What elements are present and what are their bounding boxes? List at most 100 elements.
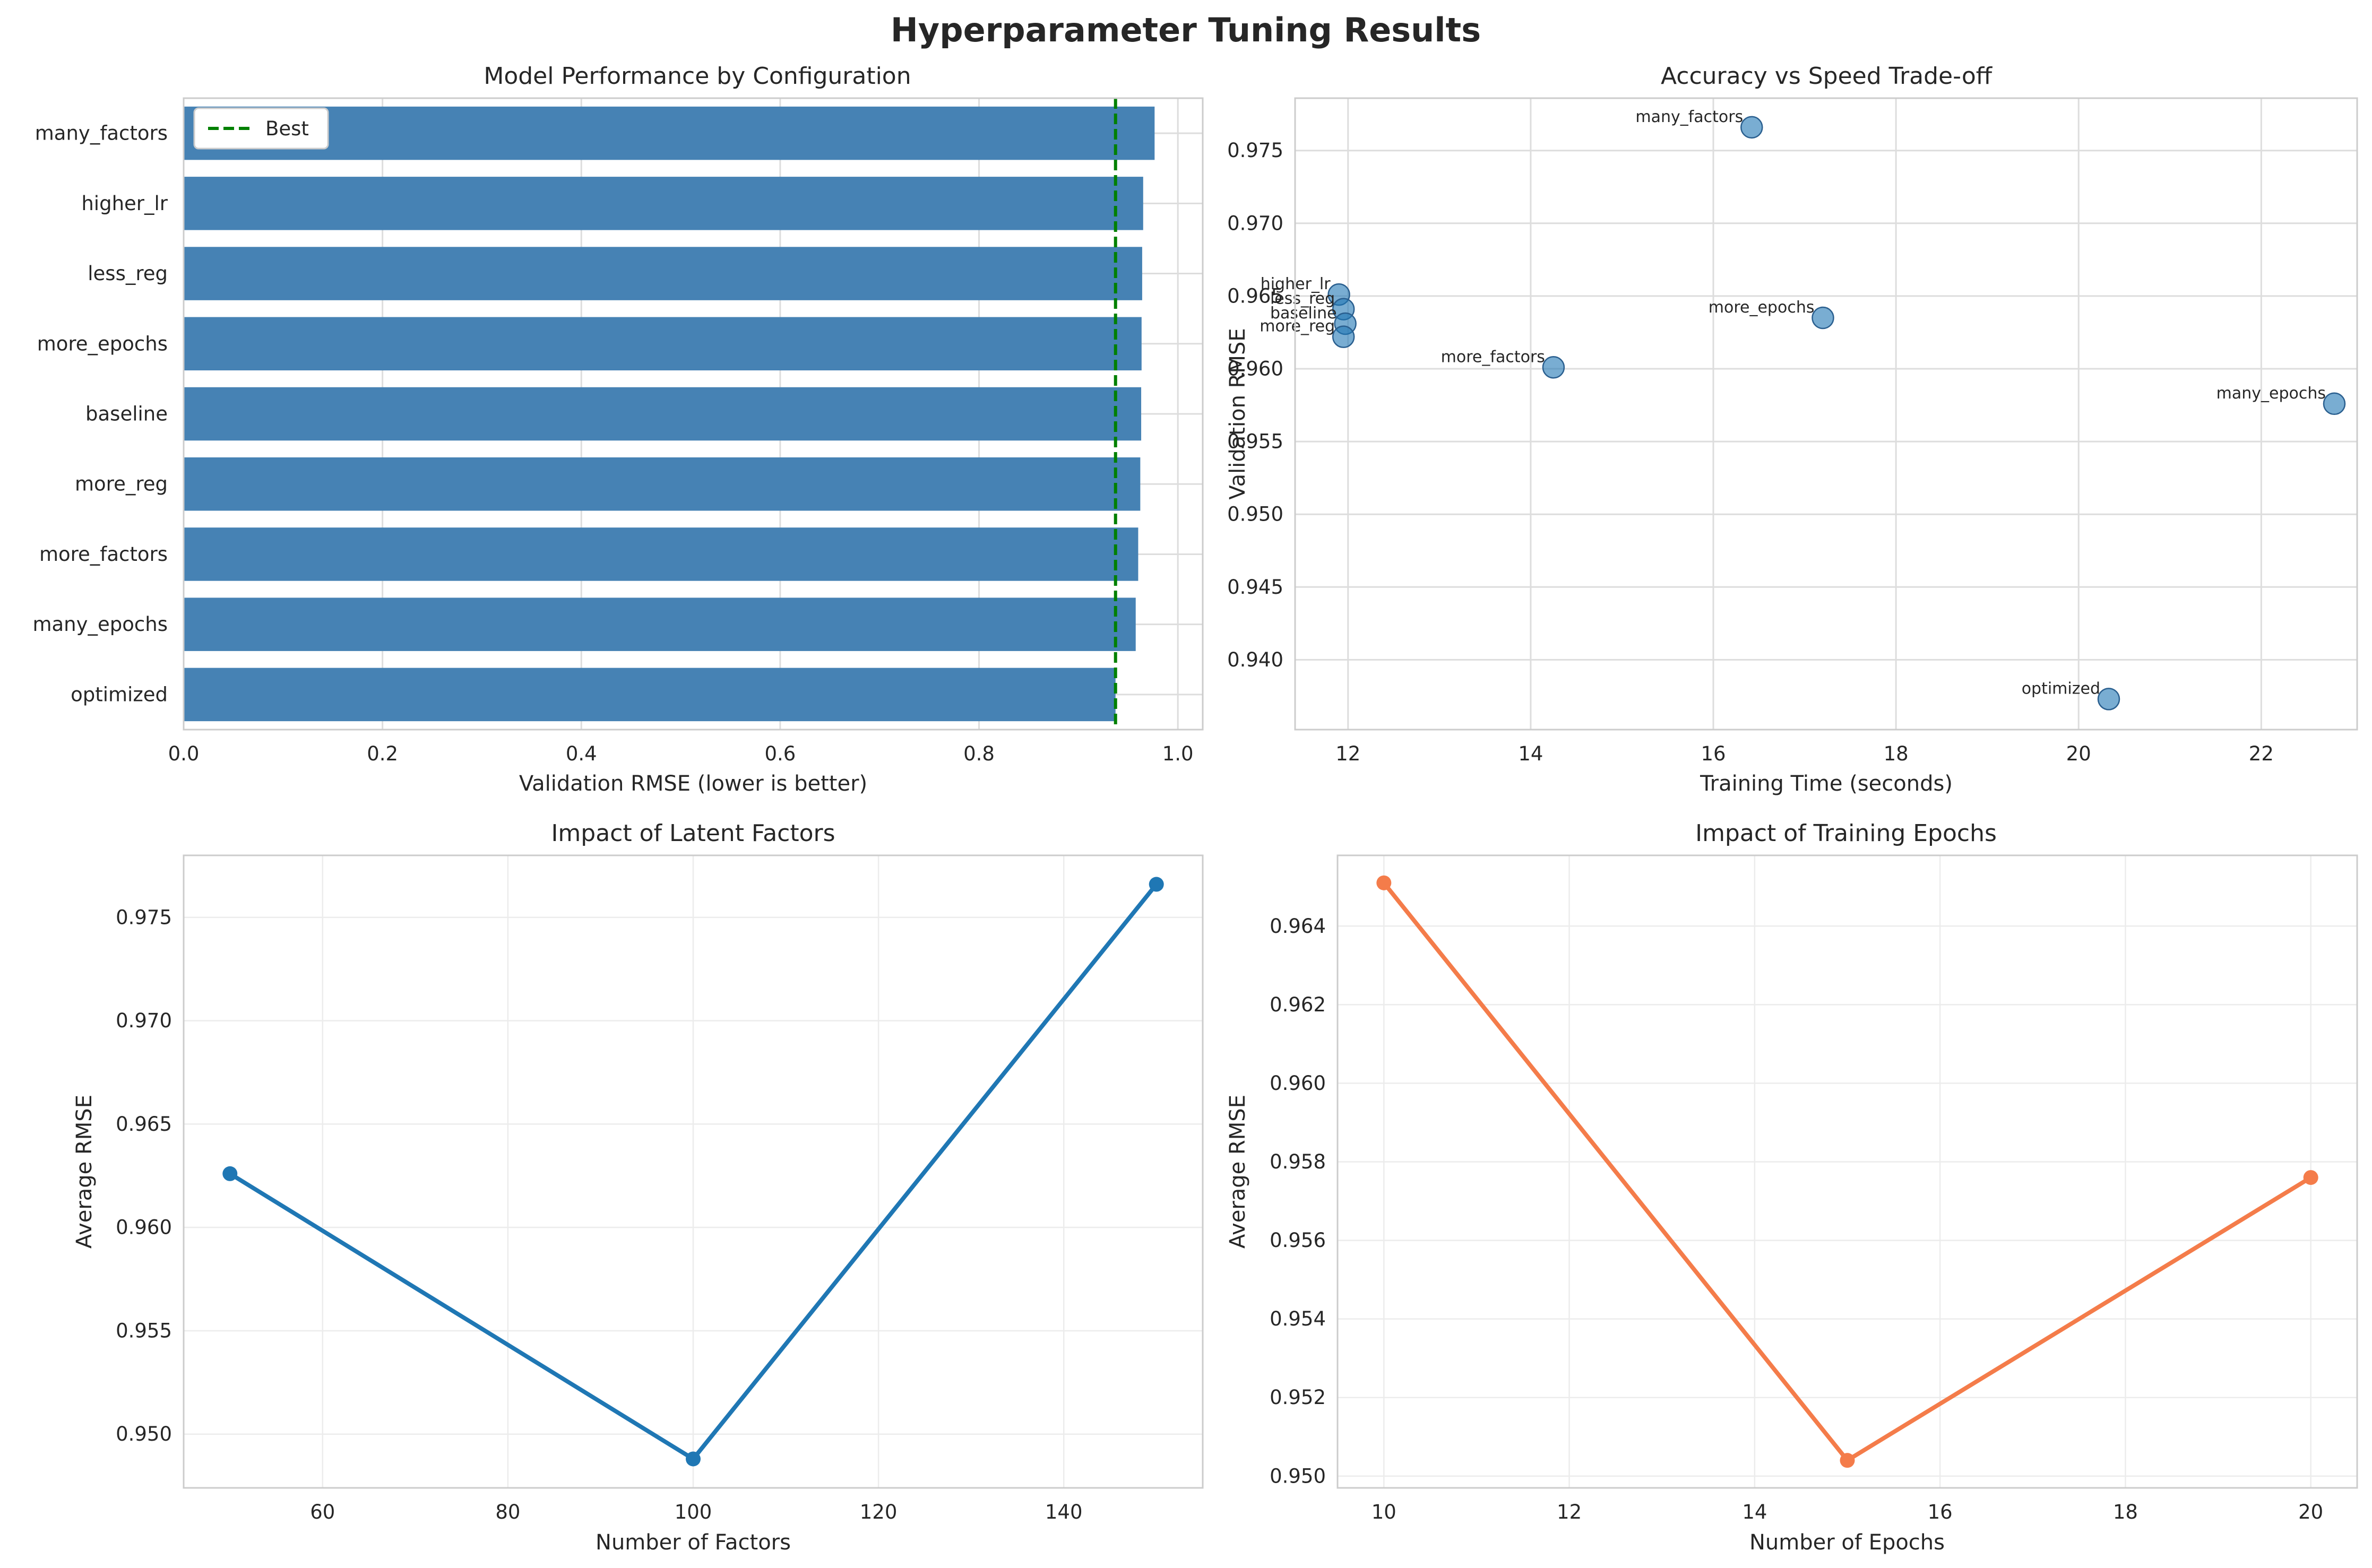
data-point (222, 1166, 238, 1181)
point-label-more-reg: more_reg (1260, 317, 1335, 336)
y-tick-label: 0.954 (1270, 1307, 1326, 1330)
point-label-more-epochs: more_epochs (1709, 298, 1815, 317)
data-point (2303, 1170, 2318, 1185)
point-more-reg (1332, 325, 1355, 348)
epochs-y-ticks: 0.950 0.952 0.954 0.956 0.958 0.960 0.962 0.964 (1270, 915, 1326, 1488)
epochs-ylabel: Average RMSE (1226, 1095, 1250, 1249)
point-label-baseline: baseline (1270, 304, 1337, 323)
x-tick-label: 60 (310, 1501, 335, 1523)
x-tick-label: 10 (1372, 1501, 1396, 1523)
point-more-epochs (1812, 306, 1834, 330)
category-label: less_reg (88, 262, 168, 285)
scatter-ylabel: Validation RMSE (1226, 328, 1250, 499)
epochs-grid (1338, 855, 2357, 1488)
x-tick-label: 16 (1928, 1501, 1953, 1523)
x-tick-label: 120 (860, 1501, 898, 1523)
factors-series-points (222, 877, 1164, 1467)
factors-grid (184, 855, 1203, 1488)
scatter-x-ticks: 12 14 16 18 20 22 (1335, 742, 2274, 765)
x-tick-label: 22 (2249, 742, 2274, 765)
bar-higher-lr (184, 177, 1143, 230)
x-tick-label: 0.4 (566, 742, 597, 765)
y-tick-label: 0.958 (1270, 1150, 1326, 1173)
epochs-x-ticks: 10 12 14 16 18 20 (1372, 1501, 2323, 1523)
y-tick-label: 0.965 (1227, 284, 1283, 307)
scatter-title: Accuracy vs Speed Trade-off (1661, 63, 1993, 90)
point-more-factors (1542, 356, 1565, 379)
y-tick-label: 0.956 (1270, 1229, 1326, 1252)
y-tick-label: 0.950 (1270, 1465, 1326, 1487)
x-tick-label: 0.2 (367, 742, 398, 765)
y-tick-label: 0.970 (116, 1009, 172, 1032)
y-tick-label: 0.965 (116, 1113, 172, 1136)
x-tick-label: 16 (1701, 742, 1726, 765)
y-tick-label: 0.964 (1270, 915, 1326, 938)
category-label: higher_lr (81, 192, 168, 215)
point-many-factors (1740, 116, 1763, 139)
point-label-more-factors: more_factors (1441, 348, 1545, 366)
category-label: many_factors (35, 122, 168, 145)
x-tick-label: 0.6 (764, 742, 796, 765)
factors-x-ticks: 60 80 100 120 140 (310, 1501, 1082, 1523)
y-tick-label: 0.960 (1270, 1072, 1326, 1095)
bar-more-epochs (184, 317, 1142, 371)
x-tick-label: 12 (1557, 1501, 1582, 1523)
bar-chart-title: Model Performance by Configuration (484, 63, 911, 90)
x-tick-label: 1.0 (1162, 742, 1194, 765)
category-label: more_epochs (37, 332, 168, 355)
epochs-xlabel: Number of Epochs (1749, 1530, 1945, 1555)
bar-chart-bars (184, 106, 1155, 722)
scatter-xlabel: Training Time (seconds) (1700, 772, 1953, 796)
y-tick-label: 0.960 (116, 1216, 172, 1239)
x-tick-label: 14 (1742, 1501, 1767, 1523)
data-point (686, 1451, 701, 1467)
category-label: optimized (71, 683, 168, 706)
point-label-many-epochs: many_epochs (2216, 384, 2326, 403)
bar-chart-x-ticks: 0.0 0.2 0.4 0.6 0.8 1.0 (168, 742, 1194, 765)
x-tick-label: 80 (495, 1501, 520, 1523)
x-tick-label: 20 (2066, 742, 2091, 765)
bar-chart-category-labels: many_factors higher_lr less_reg more_epochs… (32, 122, 168, 706)
category-label: more_reg (75, 473, 168, 496)
data-point (1149, 877, 1164, 892)
point-many-epochs (2323, 392, 2346, 415)
category-label: baseline (85, 403, 168, 426)
scatter-point-labels: many_factorshigher_lrless_regbaselinemor… (1260, 108, 2326, 698)
epochs-frame (1336, 854, 2358, 1489)
x-tick-label: 18 (2113, 1501, 2138, 1523)
category-label: more_factors (39, 543, 168, 566)
factors-ylabel: Average RMSE (72, 1095, 97, 1249)
x-tick-label: 14 (1518, 742, 1543, 765)
y-tick-label: 0.975 (1227, 139, 1283, 162)
y-tick-label: 0.955 (1227, 430, 1283, 453)
epochs-line-panel: Impact of Training Epochs 0.9500.9520.95… (1226, 820, 2358, 1555)
scatter-frame (1294, 97, 2358, 731)
factors-y-ticks: 0.950 0.955 0.960 0.965 0.970 0.975 (116, 906, 172, 1445)
bar-chart-xlabel: Validation RMSE (lower is better) (519, 772, 867, 796)
factors-frame (183, 854, 1204, 1489)
y-tick-label: 0.950 (1227, 503, 1283, 526)
epochs-series-points (1376, 875, 2318, 1468)
factors-title: Impact of Latent Factors (551, 820, 835, 847)
y-tick-label: 0.962 (1270, 993, 1326, 1016)
legend-entry-best: Best (265, 117, 309, 140)
figure-title: Hyperparameter Tuning Results (891, 11, 1481, 49)
x-tick-label: 12 (1335, 742, 1360, 765)
bar-chart-frame (183, 97, 1204, 731)
bar-less-reg (184, 247, 1142, 300)
bar-more-reg (184, 457, 1141, 511)
y-tick-label: 0.950 (116, 1423, 172, 1445)
data-point (1376, 875, 1392, 890)
point-label-less-reg: less_reg (1270, 290, 1335, 308)
bar-chart-panel: Model Performance by Configuration many_… (32, 63, 1204, 796)
y-tick-label: 0.952 (1270, 1386, 1326, 1409)
category-label: many_epochs (32, 613, 168, 636)
x-tick-label: 0.0 (168, 742, 200, 765)
epochs-title: Impact of Training Epochs (1695, 820, 1997, 847)
factors-line-panel: Impact of Latent Factors 0.950 0.955 0.960… (72, 820, 1204, 1555)
scatter-grid (1295, 98, 2357, 730)
bar-many-factors (184, 106, 1155, 160)
y-tick-label: 0.970 (1227, 212, 1283, 235)
x-tick-label: 100 (675, 1501, 712, 1523)
